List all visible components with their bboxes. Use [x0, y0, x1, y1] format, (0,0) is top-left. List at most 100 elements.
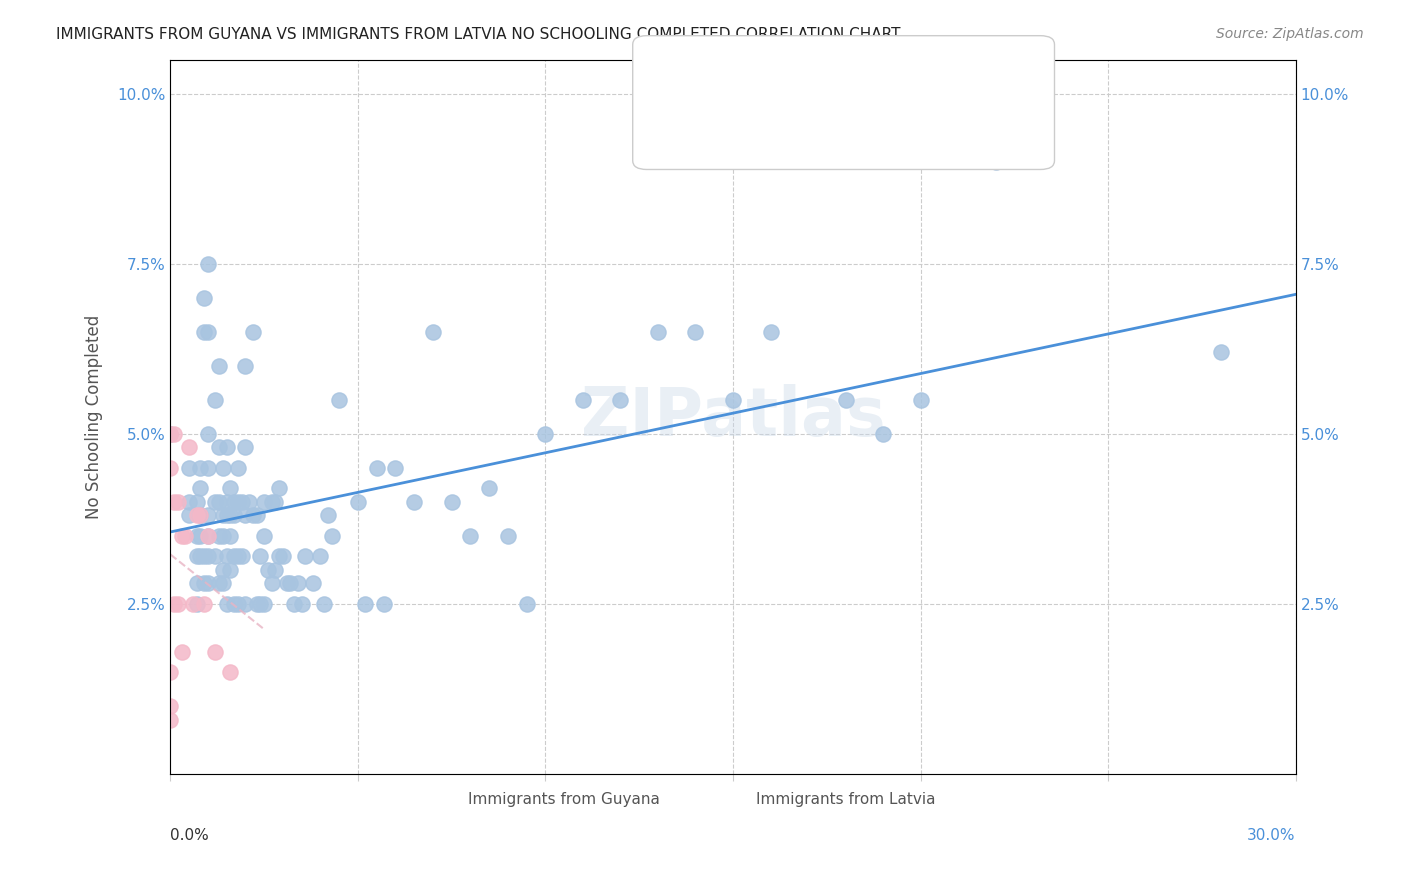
Point — [984, 154, 1007, 169]
Point — [257, 563, 280, 577]
Point — [167, 597, 190, 611]
Point — [872, 426, 894, 441]
Point — [197, 576, 219, 591]
Point — [215, 495, 238, 509]
Point — [197, 460, 219, 475]
Point — [235, 441, 257, 455]
FancyBboxPatch shape — [755, 784, 776, 797]
Point — [193, 325, 215, 339]
Point — [190, 508, 212, 523]
Point — [226, 597, 249, 611]
Point — [212, 576, 235, 591]
FancyBboxPatch shape — [463, 784, 484, 797]
Point — [190, 460, 212, 475]
Point — [208, 359, 231, 373]
Point — [186, 597, 208, 611]
Point — [219, 665, 242, 679]
Point — [219, 481, 242, 495]
Point — [208, 495, 231, 509]
Point — [197, 508, 219, 523]
Point — [190, 549, 212, 564]
Point — [208, 441, 231, 455]
Point — [685, 325, 707, 339]
Point — [159, 460, 181, 475]
Point — [328, 392, 350, 407]
Point — [204, 495, 226, 509]
Point — [159, 665, 181, 679]
Point — [238, 495, 260, 509]
Point — [269, 481, 291, 495]
Point — [354, 597, 377, 611]
Point — [534, 426, 557, 441]
Point — [384, 460, 406, 475]
Point — [231, 495, 253, 509]
Point — [224, 597, 246, 611]
Point — [181, 597, 204, 611]
Point — [309, 549, 332, 564]
Point — [316, 508, 339, 523]
Point — [204, 644, 226, 658]
Point — [242, 508, 264, 523]
Text: Immigrants from Guyana: Immigrants from Guyana — [468, 792, 661, 807]
Point — [159, 698, 181, 713]
Point — [260, 495, 283, 509]
Point — [215, 549, 238, 564]
Text: ZIPatlas: ZIPatlas — [581, 384, 886, 450]
Point — [260, 576, 283, 591]
Point — [179, 460, 201, 475]
Point — [190, 529, 212, 543]
Point — [219, 508, 242, 523]
Point — [253, 529, 276, 543]
Text: IMMIGRANTS FROM GUYANA VS IMMIGRANTS FROM LATVIA NO SCHOOLING COMPLETED CORRELAT: IMMIGRANTS FROM GUYANA VS IMMIGRANTS FRO… — [56, 27, 901, 42]
Point — [215, 597, 238, 611]
Point — [208, 576, 231, 591]
Point — [197, 257, 219, 271]
Point — [834, 392, 856, 407]
Point — [219, 563, 242, 577]
Point — [190, 481, 212, 495]
Point — [163, 495, 186, 509]
Point — [179, 441, 201, 455]
Point — [253, 495, 276, 509]
Point — [197, 529, 219, 543]
Point — [347, 495, 370, 509]
Point — [422, 325, 444, 339]
Point — [721, 392, 744, 407]
Point — [224, 508, 246, 523]
Point — [212, 508, 235, 523]
Point — [647, 325, 669, 339]
Point — [291, 597, 314, 611]
Point — [314, 597, 336, 611]
Point — [212, 529, 235, 543]
Point — [264, 563, 287, 577]
Point — [242, 325, 264, 339]
Point — [159, 426, 181, 441]
Point — [197, 549, 219, 564]
Point — [224, 549, 246, 564]
Point — [219, 529, 242, 543]
Point — [235, 597, 257, 611]
Point — [460, 529, 482, 543]
Point — [163, 426, 186, 441]
Point — [212, 563, 235, 577]
Point — [193, 597, 215, 611]
Text: Source: ZipAtlas.com: Source: ZipAtlas.com — [1216, 27, 1364, 41]
Point — [231, 549, 253, 564]
Point — [215, 508, 238, 523]
Point — [271, 549, 294, 564]
Point — [440, 495, 463, 509]
Point — [197, 426, 219, 441]
Point — [170, 529, 193, 543]
Point — [186, 529, 208, 543]
Point — [215, 441, 238, 455]
Point — [235, 359, 257, 373]
Point — [197, 529, 219, 543]
Point — [910, 392, 932, 407]
Point — [186, 508, 208, 523]
Point — [516, 597, 538, 611]
Point — [226, 495, 249, 509]
Point — [373, 597, 395, 611]
Point — [249, 597, 271, 611]
Point — [190, 508, 212, 523]
Point — [159, 426, 181, 441]
